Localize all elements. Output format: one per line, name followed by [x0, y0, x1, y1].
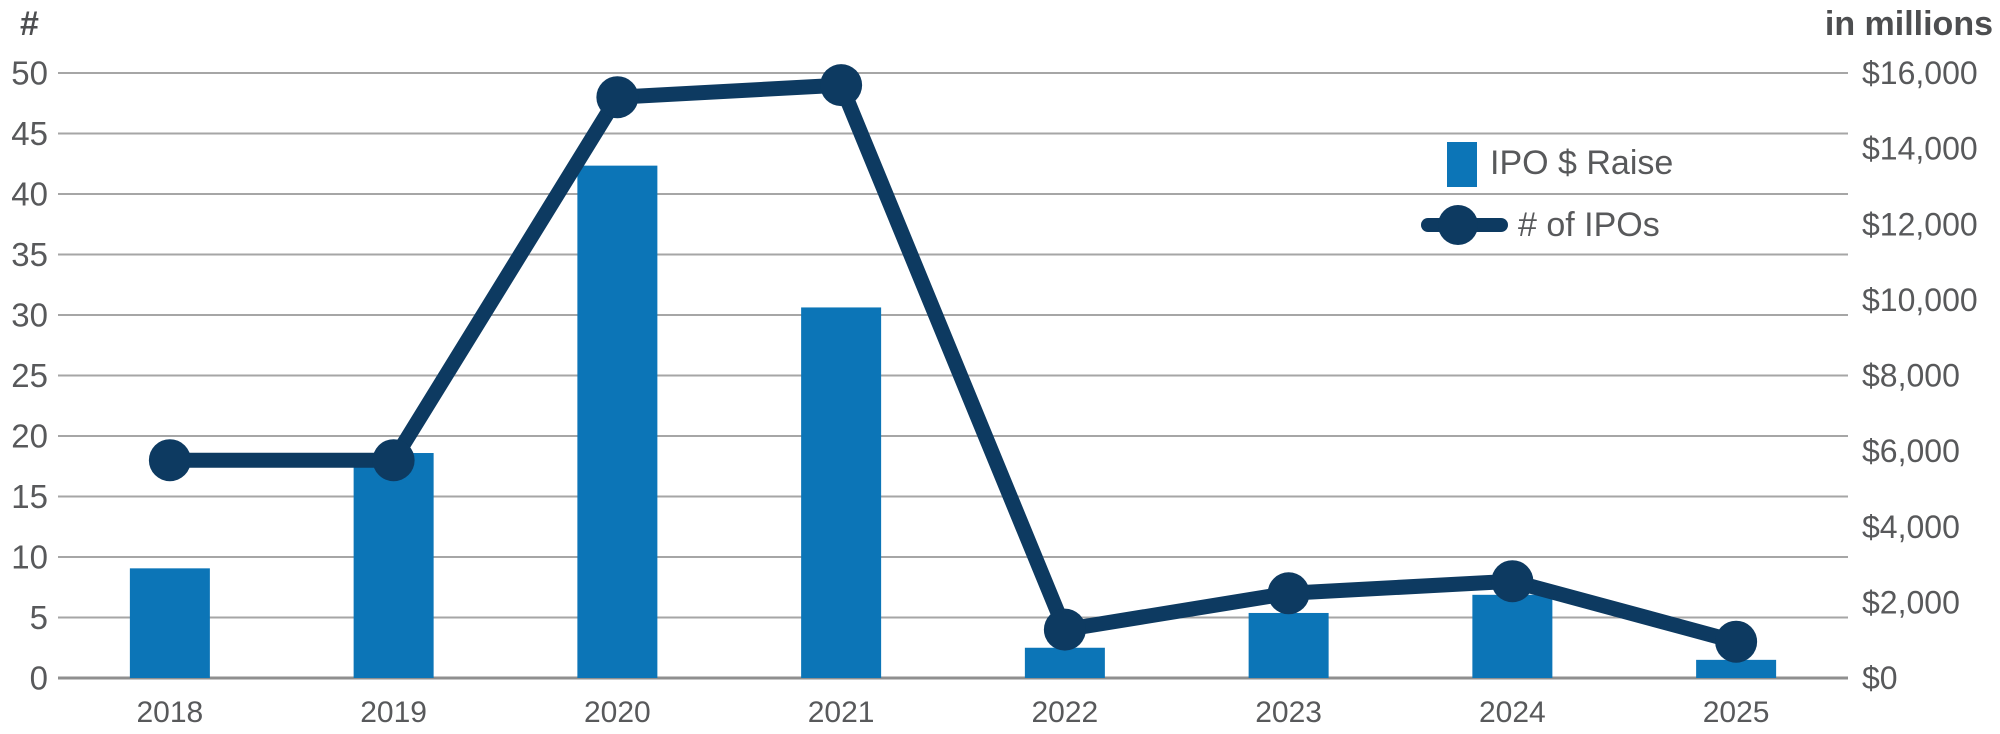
- point-2024: [1491, 560, 1534, 603]
- bar-2023: [1248, 612, 1329, 678]
- left-axis-tick-label: 15: [11, 478, 48, 515]
- bar-2018: [129, 568, 210, 678]
- left-axis-tick-label: 35: [11, 236, 48, 273]
- right-axis-tick-label: $0: [1862, 660, 1898, 696]
- x-axis-tick-label: 2021: [808, 696, 875, 729]
- x-axis-tick-label: 2025: [1703, 696, 1770, 729]
- left-axis-tick-label: 5: [30, 599, 48, 636]
- point-2021: [820, 64, 863, 107]
- right-axis-tick-label: $2,000: [1862, 584, 1960, 620]
- legend-label-num-ipos: # of IPOs: [1518, 206, 1660, 244]
- bar-2022: [1024, 647, 1105, 678]
- left-axis-tick-label: 30: [11, 297, 48, 334]
- right-axis-tick-label: $16,000: [1862, 55, 1978, 91]
- left-axis-tick-label: 25: [11, 357, 48, 394]
- bar-2025: [1696, 659, 1777, 678]
- x-axis-tick-label: 2023: [1255, 696, 1322, 729]
- bar-2024: [1472, 594, 1553, 678]
- left-axis-tick-label: 45: [11, 115, 48, 152]
- x-axis-tick-label: 2022: [1032, 696, 1099, 729]
- bar-2021: [801, 307, 882, 678]
- line-num-ipos: [162, 77, 1744, 650]
- legend-line-dot-swatch: [1438, 205, 1478, 245]
- bar-2019: [353, 453, 434, 678]
- left-axis-tick-label: 10: [11, 539, 48, 576]
- x-axis-tick-label: 2018: [137, 696, 204, 729]
- point-2020: [596, 76, 639, 119]
- point-2019: [372, 439, 415, 482]
- point-2018: [148, 439, 191, 482]
- point-2023: [1267, 572, 1310, 615]
- right-axis-tick-label: $6,000: [1862, 433, 1960, 469]
- legend-bar-swatch: [1447, 142, 1477, 187]
- x-axis-tick-label: 2019: [360, 696, 427, 729]
- bar-2020: [577, 165, 658, 678]
- right-axis-tick-label: $4,000: [1862, 509, 1960, 545]
- left-axis-tick-label: 40: [11, 176, 48, 213]
- right-axis-title: in millions: [1824, 5, 1993, 43]
- point-2022: [1043, 608, 1086, 651]
- right-axis-tick-label: $12,000: [1862, 206, 1978, 242]
- legend-label-ipo-raise: IPO $ Raise: [1490, 144, 1674, 182]
- point-2025: [1715, 620, 1758, 663]
- right-axis-tick-label: $14,000: [1862, 131, 1978, 167]
- x-axis-tick-label: 2024: [1479, 696, 1546, 729]
- left-axis-tick-label: 0: [30, 660, 48, 697]
- left-axis-tick-label: 20: [11, 418, 48, 455]
- left-axis-title: #: [20, 5, 39, 43]
- x-axis-tick-label: 2020: [584, 696, 651, 729]
- left-axis-tick-label: 50: [11, 55, 48, 92]
- right-axis-tick-label: $8,000: [1862, 358, 1960, 394]
- right-axis-tick-label: $10,000: [1862, 282, 1978, 318]
